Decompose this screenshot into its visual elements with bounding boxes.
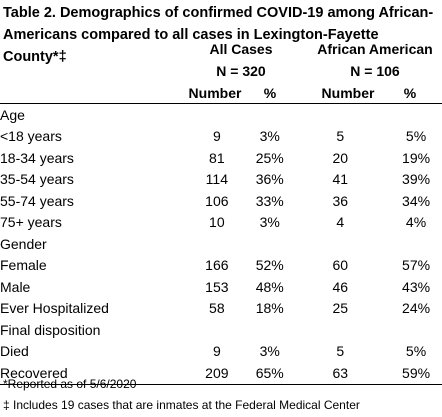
cell-pct-aa: 34% (402, 192, 431, 209)
table-row: Female 166 52% 60 57% (0, 255, 442, 277)
cell-number-all: 58 (209, 300, 225, 317)
cell-pct-aa: 19% (402, 149, 431, 166)
cell-number-all (184, 103, 249, 126)
row-label: 18-34 years (0, 149, 74, 166)
cell-number-aa: 46 (332, 278, 349, 295)
cell-pct-aa: 59% (390, 362, 442, 385)
col-header-number-all: Number (188, 85, 242, 101)
cell-number-all: 209 (184, 362, 249, 385)
group-header-all-cases: All Cases (209, 41, 273, 57)
row-label: Female (0, 257, 47, 274)
cell-pct-all: 25% (255, 149, 284, 166)
table-row: 55-74 years 106 33% 36 34% (0, 190, 442, 212)
cell-pct-all: 3% (259, 343, 280, 360)
cell-pct-aa: 57% (402, 257, 431, 274)
row-label: <18 years (0, 128, 62, 145)
cell-pct-aa: 39% (402, 171, 431, 188)
cell-pct-all: 18% (255, 300, 284, 317)
col-header-number-aa: Number (321, 85, 375, 101)
cell-pct-aa: 5% (405, 128, 427, 145)
col-header-pct-aa: % (403, 85, 417, 101)
cell-pct-all: 48% (255, 278, 284, 295)
cell-pct-all (249, 103, 291, 126)
table-row: 75+ years 10 3% 4 4% (0, 212, 442, 234)
cell-pct-aa: 43% (402, 278, 431, 295)
cell-number-all: 106 (205, 192, 229, 209)
cell-pct-all: 65% (249, 362, 291, 385)
cell-pct-all: 3% (259, 214, 280, 231)
cell-number-all: 9 (212, 343, 221, 360)
cell-pct-aa (390, 233, 442, 255)
cell-number-aa: 25 (332, 300, 349, 317)
cell-number-all (185, 319, 249, 341)
row-label: Died (0, 343, 29, 360)
demographics-table: Age <18 years 9 3% 5 5% 18-34 years 81 25% 20 19% 3… (0, 103, 442, 385)
row-label: 75+ years (0, 214, 62, 231)
table-row: Male 153 48% 46 43% (0, 276, 442, 298)
col-header-pct-all: % (263, 85, 277, 101)
cell-number-aa: 41 (332, 171, 349, 188)
table-row: <18 years 9 3% 5 5% (0, 126, 442, 148)
cell-pct-aa: 24% (402, 300, 431, 317)
table-row: Final disposition (0, 319, 442, 341)
row-label: 55-74 years (0, 192, 74, 209)
cell-pct-all: 52% (255, 257, 284, 274)
group-n-african-american: N = 106 (350, 63, 400, 79)
cell-pct-all: 36% (255, 171, 284, 188)
footnote-reported: *Reported as of 5/6/2020 (3, 377, 137, 391)
cell-pct-all: 3% (259, 128, 280, 145)
row-label: Recovered (0, 362, 185, 385)
footnote-inmates: ‡ Includes 19 cases that are inmates at … (3, 398, 360, 412)
cell-number-aa (290, 103, 391, 126)
cell-pct-aa (390, 103, 442, 126)
cell-number-aa (291, 319, 391, 341)
cell-number-aa: 5 (336, 128, 345, 145)
table-row: Died 9 3% 5 5% (0, 341, 442, 363)
row-label: Age (0, 103, 185, 126)
cell-pct-all (249, 233, 291, 255)
cell-number-aa: 4 (336, 214, 345, 231)
table-row: Age (0, 103, 442, 126)
cell-pct-all (249, 319, 291, 341)
cell-number-all: 114 (205, 171, 228, 188)
cell-number-aa (291, 233, 391, 255)
row-label: 35-54 years (0, 171, 74, 188)
table-row: 35-54 years 114 36% 41 39% (0, 169, 442, 191)
cell-pct-aa (390, 319, 442, 341)
cell-number-all: 166 (205, 257, 229, 274)
table-row: Gender (0, 233, 442, 255)
cell-number-aa: 20 (332, 149, 349, 166)
group-n-all-cases: N = 320 (216, 63, 266, 79)
row-label: Gender (0, 235, 47, 252)
cell-number-all: 153 (205, 278, 229, 295)
cell-pct-aa: 5% (405, 343, 427, 360)
cell-number-all: 10 (209, 214, 225, 231)
row-label: Final disposition (0, 321, 101, 338)
cell-number-aa: 36 (332, 192, 349, 209)
group-header-african-american: African American (317, 41, 433, 57)
cell-number-all (185, 233, 249, 255)
row-label: Ever Hospitalized (0, 300, 109, 317)
cell-pct-all: 33% (255, 192, 284, 209)
table-row: Ever Hospitalized 58 18% 25 24% (0, 298, 442, 320)
table-row: Recovered 209 65% 63 59% (0, 362, 442, 385)
cell-number-all: 81 (209, 149, 225, 166)
row-label: Male (0, 278, 31, 295)
cell-number-aa: 60 (332, 257, 349, 274)
cell-pct-aa: 4% (405, 214, 427, 231)
cell-number-aa: 63 (290, 362, 391, 385)
cell-number-aa: 5 (336, 343, 345, 360)
table-row: 18-34 years 81 25% 20 19% (0, 147, 442, 169)
table-title: Table 2. Demographics of confirmed COVID… (3, 5, 434, 65)
cell-number-all: 9 (212, 128, 221, 145)
